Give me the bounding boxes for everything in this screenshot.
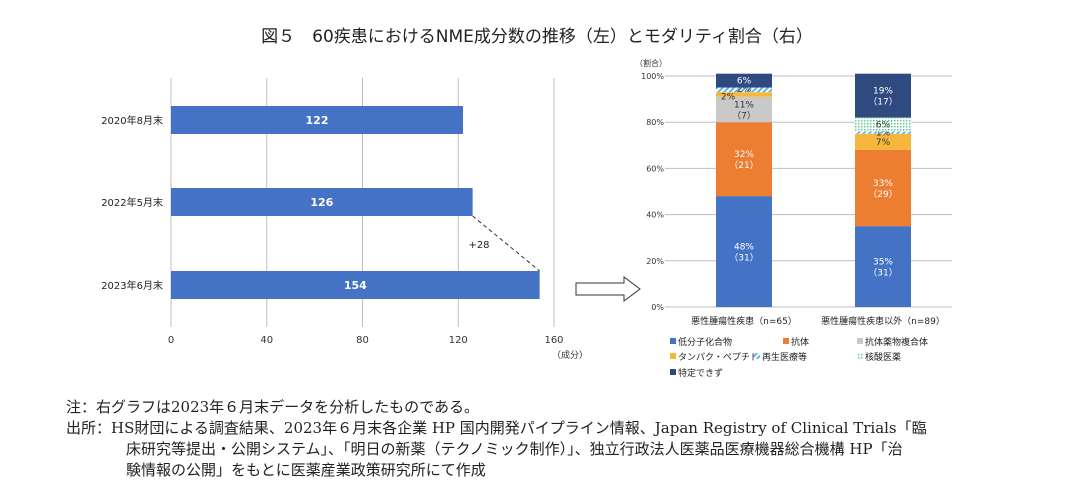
x-tick-label: 120: [449, 335, 468, 346]
segment-data-label: 1%: [876, 129, 891, 139]
x-tick-label: 悪性腫瘍性疾患（n=65）: [691, 315, 797, 327]
bar-data-label: 122: [306, 114, 329, 127]
segment-data-label: 35%（31）: [868, 258, 897, 279]
y-tick-label: 80%: [646, 118, 664, 127]
legend-label: 再生医療等: [762, 351, 807, 363]
legend-swatch: [857, 353, 863, 359]
y-tick-label: 40%: [646, 211, 664, 220]
stacked-bar-segment: [716, 92, 772, 97]
legend-swatch: [670, 353, 676, 359]
legend-label: 低分子化合物: [678, 336, 732, 348]
legend-label: 特定できず: [678, 367, 723, 379]
connector-line: [472, 215, 540, 272]
segment-data-label: 33%（29）: [868, 179, 897, 200]
stacked-bar-segment: [855, 73, 911, 118]
stacked-bar-segment: [855, 149, 911, 227]
stacked-bar-segment: [716, 122, 772, 197]
segment-data-label: 48%（31）: [729, 243, 758, 264]
source-text-1: 出所：HS財団による調査結果、2023年６月末各企業 HP 国内開発パイプライン…: [66, 419, 927, 437]
segment-data-label: 32%（21）: [729, 150, 758, 171]
x-tick-label: 悪性腫瘍性疾患以外（n=89）: [821, 315, 945, 327]
stacked-bar-segment: [855, 117, 911, 132]
y-tick-label: 20%: [646, 257, 664, 266]
source-text-2: 床研究等提出・公開システム」、「明日の新薬（テクノミック制作）」、独立行政法人医…: [126, 440, 903, 458]
x-tick-label: 40: [260, 335, 273, 346]
segment-data-label: 6%: [876, 121, 891, 131]
source-text-3: 験情報の公開」をもとに医薬産業政策研究所にて作成: [126, 461, 486, 479]
legend-swatch: [857, 338, 863, 344]
segment-data-label: 2%: [737, 85, 752, 95]
arrow-icon: [575, 276, 641, 302]
figure-title: 図５ 60疾患におけるNME成分数の推移（左）とモダリティ割合（右）: [261, 27, 813, 47]
y-tick-label: 100%: [641, 72, 664, 81]
y-tick-label: 2022年5月末: [101, 196, 163, 209]
y-tick-label: 60%: [646, 164, 664, 173]
segment-data-label: 6%: [737, 77, 752, 87]
y-tick-label: 2020年8月末: [101, 114, 163, 127]
bar: [171, 106, 464, 134]
stacked-bar-segment: [716, 87, 772, 93]
legend-label: 核酸医薬: [865, 351, 901, 363]
legend-swatch: [670, 369, 676, 375]
stacked-bar-segment: [855, 133, 911, 150]
segment-data-label: 19%（17）: [868, 87, 897, 108]
legend-swatch: [670, 338, 676, 344]
annotation: +28: [468, 240, 489, 251]
x-axis-label: （成分）: [552, 349, 588, 361]
legend-swatch: [754, 353, 760, 359]
y-tick-label: 2023年6月末: [101, 279, 163, 292]
stacked-bar-segment: [716, 73, 772, 88]
y-tick-label: 0%: [651, 303, 664, 312]
segment-data-label: 11%（7）: [732, 100, 756, 121]
note-text: 注：右グラフは2023年６月末データを分析したものである。: [66, 398, 480, 416]
stacked-bar-segment: [716, 196, 772, 307]
stacked-bar-segment: [855, 131, 911, 134]
bar: [171, 188, 473, 216]
stacked-bar-segment: [716, 96, 772, 123]
stacked-bar-segment: [855, 226, 911, 307]
bar-data-label: 126: [310, 196, 333, 209]
legend-label: 抗体: [791, 336, 809, 348]
legend-swatch: [783, 338, 789, 344]
y-axis-label: （割合）: [635, 58, 667, 68]
bar-data-label: 154: [344, 279, 367, 292]
legend-label: タンパク・ペプチド: [678, 352, 759, 363]
bar: [171, 271, 540, 299]
segment-data-label: 2%: [721, 92, 736, 102]
legend-label: 抗体薬物複合体: [865, 336, 928, 348]
x-tick-label: 160: [544, 335, 563, 346]
segment-data-label: 7%: [876, 138, 891, 148]
charts: 0 40 80 120 160 （成分） 122 2020年8月末 126 2022年5月末 154…: [101, 58, 952, 379]
x-tick-label: 80: [356, 335, 369, 346]
x-tick-label: 0: [168, 335, 174, 346]
